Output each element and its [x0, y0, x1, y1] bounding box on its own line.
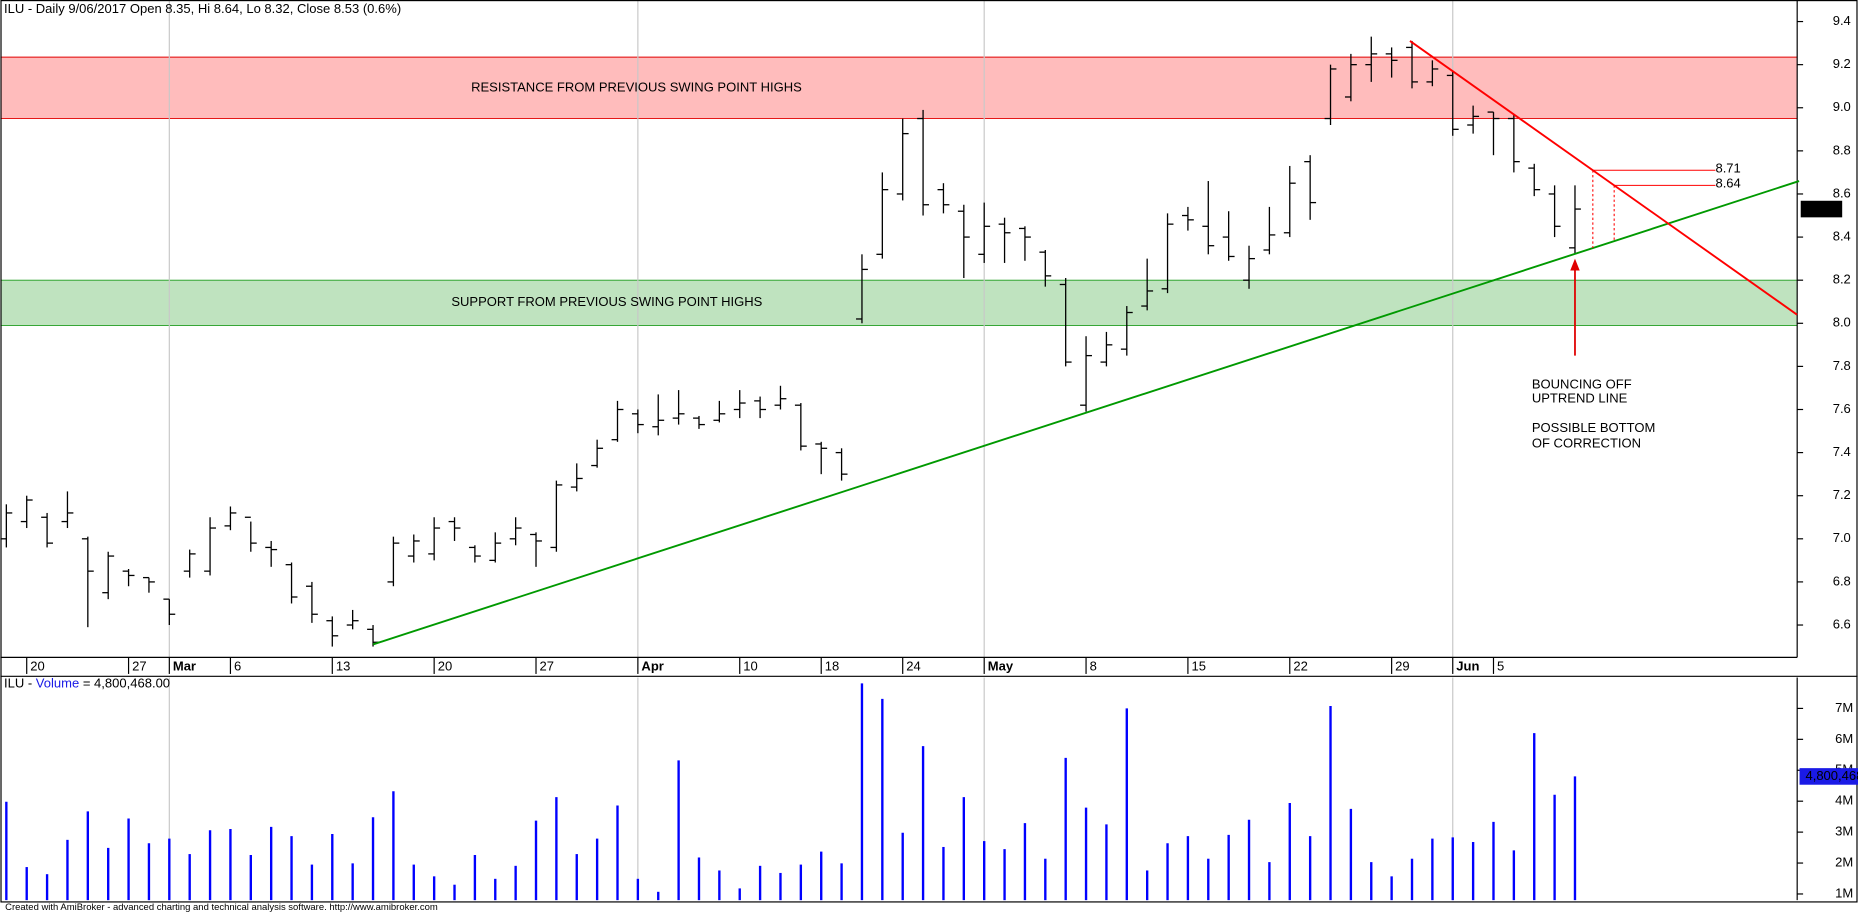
last-price-label: 8.53	[1808, 200, 1833, 215]
x-tick-label: 10	[743, 658, 757, 673]
x-tick-label: 27	[540, 658, 554, 673]
zone	[0, 57, 1798, 119]
y-tick-label: 8.6	[1833, 185, 1851, 200]
annotation-text: BOUNCING OFF	[1532, 376, 1632, 391]
trendline	[1409, 40, 1798, 316]
x-tick-label: 20	[30, 658, 44, 673]
trendline	[372, 180, 1800, 646]
level-label: 8.71	[1715, 161, 1740, 176]
zone-label: SUPPORT FROM PREVIOUS SWING POINT HIGHS	[451, 294, 762, 309]
y-tick-label: 7.0	[1833, 530, 1851, 545]
x-tick-label: Jun	[1456, 658, 1479, 673]
last-volume-box	[1799, 768, 1858, 785]
x-tick-label: Mar	[173, 658, 196, 673]
x-tick-label: 5	[1497, 658, 1504, 673]
x-tick-label: 29	[1395, 658, 1409, 673]
legend-part: Volume	[36, 676, 79, 691]
x-tick-label: 22	[1293, 658, 1307, 673]
y-tick-label: 3M	[1835, 824, 1853, 839]
last-price-box	[1800, 200, 1843, 218]
y-tick-label: 6.6	[1833, 616, 1851, 631]
y-tick-label: 9.4	[1833, 13, 1851, 28]
x-tick-label: 24	[906, 658, 920, 673]
annotation-text: UPTREND LINE	[1532, 391, 1628, 406]
level-label: 8.64	[1715, 176, 1740, 191]
chart-title: ILU - Daily 9/06/2017 Open 8.35, Hi 8.64…	[4, 1, 401, 16]
y-tick-label: 4M	[1835, 793, 1853, 808]
y-tick-label: 8.0	[1833, 315, 1851, 330]
background-layer	[0, 0, 1798, 901]
x-tick-label: Apr	[641, 658, 663, 673]
y-tick-label: 7M	[1835, 700, 1853, 715]
y-tick-label: 7.4	[1833, 444, 1851, 459]
x-tick-label: 6	[234, 658, 241, 673]
y-tick-label: 7.6	[1833, 401, 1851, 416]
y-tick-label: 6M	[1835, 731, 1853, 746]
x-tick-label: 20	[438, 658, 452, 673]
zone-label: RESISTANCE FROM PREVIOUS SWING POINT HIG…	[471, 79, 802, 94]
y-tick-label: 1M	[1835, 885, 1853, 900]
y-tick-label: 9.0	[1833, 99, 1851, 114]
y-tick-label: 8.2	[1833, 272, 1851, 287]
annotation-text: POSSIBLE BOTTOM	[1532, 420, 1655, 435]
y-tick-label: 8.8	[1833, 142, 1851, 157]
x-tick-label: 8	[1090, 658, 1097, 673]
volume-legend: ILU - Volume = 4,800,468.00	[4, 676, 170, 691]
x-tick-label: 27	[132, 658, 146, 673]
y-tick-label: 7.8	[1833, 358, 1851, 373]
x-tick-label: May	[988, 658, 1014, 673]
y-tick-label: 7.2	[1833, 487, 1851, 502]
last-volume-label: 4,800,468	[1805, 768, 1858, 783]
x-tick-label: 13	[336, 658, 350, 673]
legend-part: = 4,800,468.00	[79, 676, 170, 691]
y-tick-label: 8.4	[1833, 229, 1851, 244]
x-tick-label: 18	[825, 658, 839, 673]
arrow-head	[1570, 258, 1580, 271]
y-tick-label: 6.8	[1833, 573, 1851, 588]
y-tick-label: 9.2	[1833, 56, 1851, 71]
footer: Created with AmiBroker - advanced charti…	[5, 902, 438, 912]
y-tick-label: 2M	[1835, 854, 1853, 869]
legend-part: ILU -	[4, 676, 36, 691]
x-tick-label: 15	[1191, 658, 1205, 673]
zone	[0, 280, 1798, 326]
annotation-text: OF CORRECTION	[1532, 436, 1641, 451]
